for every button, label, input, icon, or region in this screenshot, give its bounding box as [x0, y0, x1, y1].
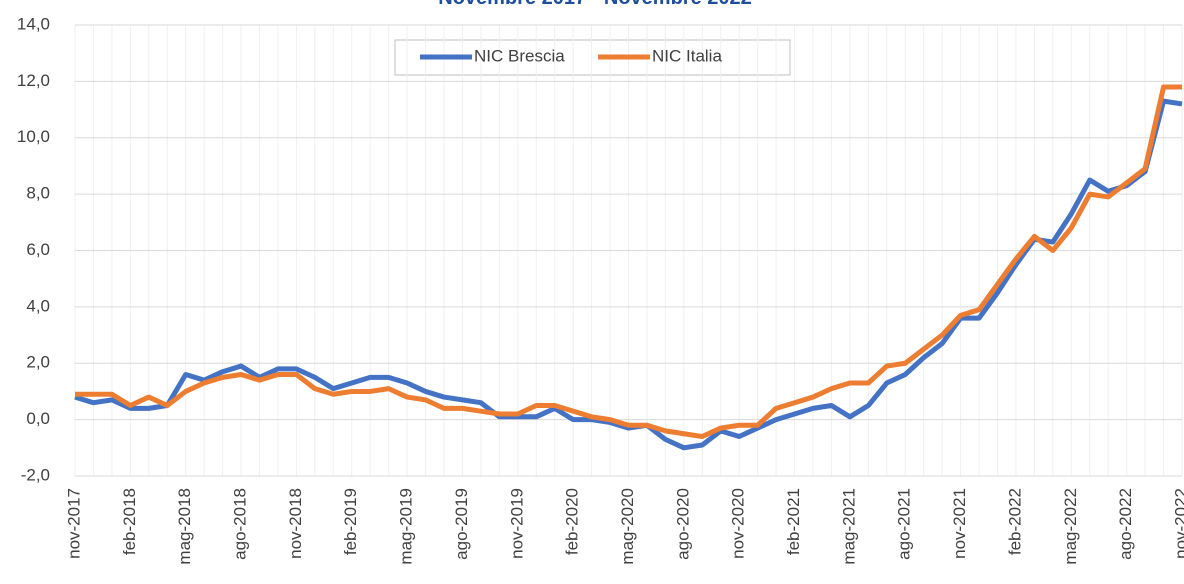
legend-label: NIC Brescia: [474, 46, 565, 65]
x-tick-label: nov-2018: [286, 488, 305, 559]
x-tick-label: mag-2020: [618, 488, 637, 565]
x-tick-label: mag-2021: [839, 488, 858, 565]
x-tick-label: ago-2020: [673, 488, 692, 560]
x-tick-label: ago-2019: [452, 488, 471, 560]
series-line: [75, 84, 1182, 440]
y-tick-label: 12,0: [17, 71, 50, 90]
x-tick-label: ago-2022: [1116, 488, 1135, 560]
x-tick-label: feb-2021: [784, 488, 803, 555]
x-tick-label: feb-2018: [120, 488, 139, 555]
y-tick-label: 2,0: [26, 353, 50, 372]
x-tick-label: feb-2020: [563, 488, 582, 555]
y-tick-label: 14,0: [17, 14, 50, 33]
y-tick-label: 4,0: [26, 296, 50, 315]
y-tick-label: 0,0: [26, 409, 50, 428]
x-tick-label: mag-2019: [397, 488, 416, 565]
y-tick-label: 8,0: [26, 184, 50, 203]
x-tick-label: feb-2022: [1005, 488, 1024, 555]
x-tick-label: ago-2021: [895, 488, 914, 560]
x-tick-label: ago-2018: [231, 488, 250, 560]
y-tick-label: 10,0: [17, 127, 50, 146]
legend-label: NIC Italia: [652, 46, 722, 65]
y-tick-label: 6,0: [26, 240, 50, 259]
x-tick-label: feb-2019: [341, 488, 360, 555]
x-tick-label: nov-2020: [729, 488, 748, 559]
x-tick-label: nov-2017: [64, 488, 83, 559]
x-tick-label: nov-2022: [1171, 488, 1184, 559]
x-tick-label: mag-2018: [175, 488, 194, 565]
x-tick-label: nov-2021: [950, 488, 969, 559]
y-tick-label: -2,0: [21, 465, 50, 484]
chart-title: Novembre 2017 - Novembre 2022: [438, 0, 752, 9]
x-tick-label: mag-2022: [1061, 488, 1080, 565]
x-tick-label: nov-2019: [507, 488, 526, 559]
series-line: [74, 98, 1183, 451]
